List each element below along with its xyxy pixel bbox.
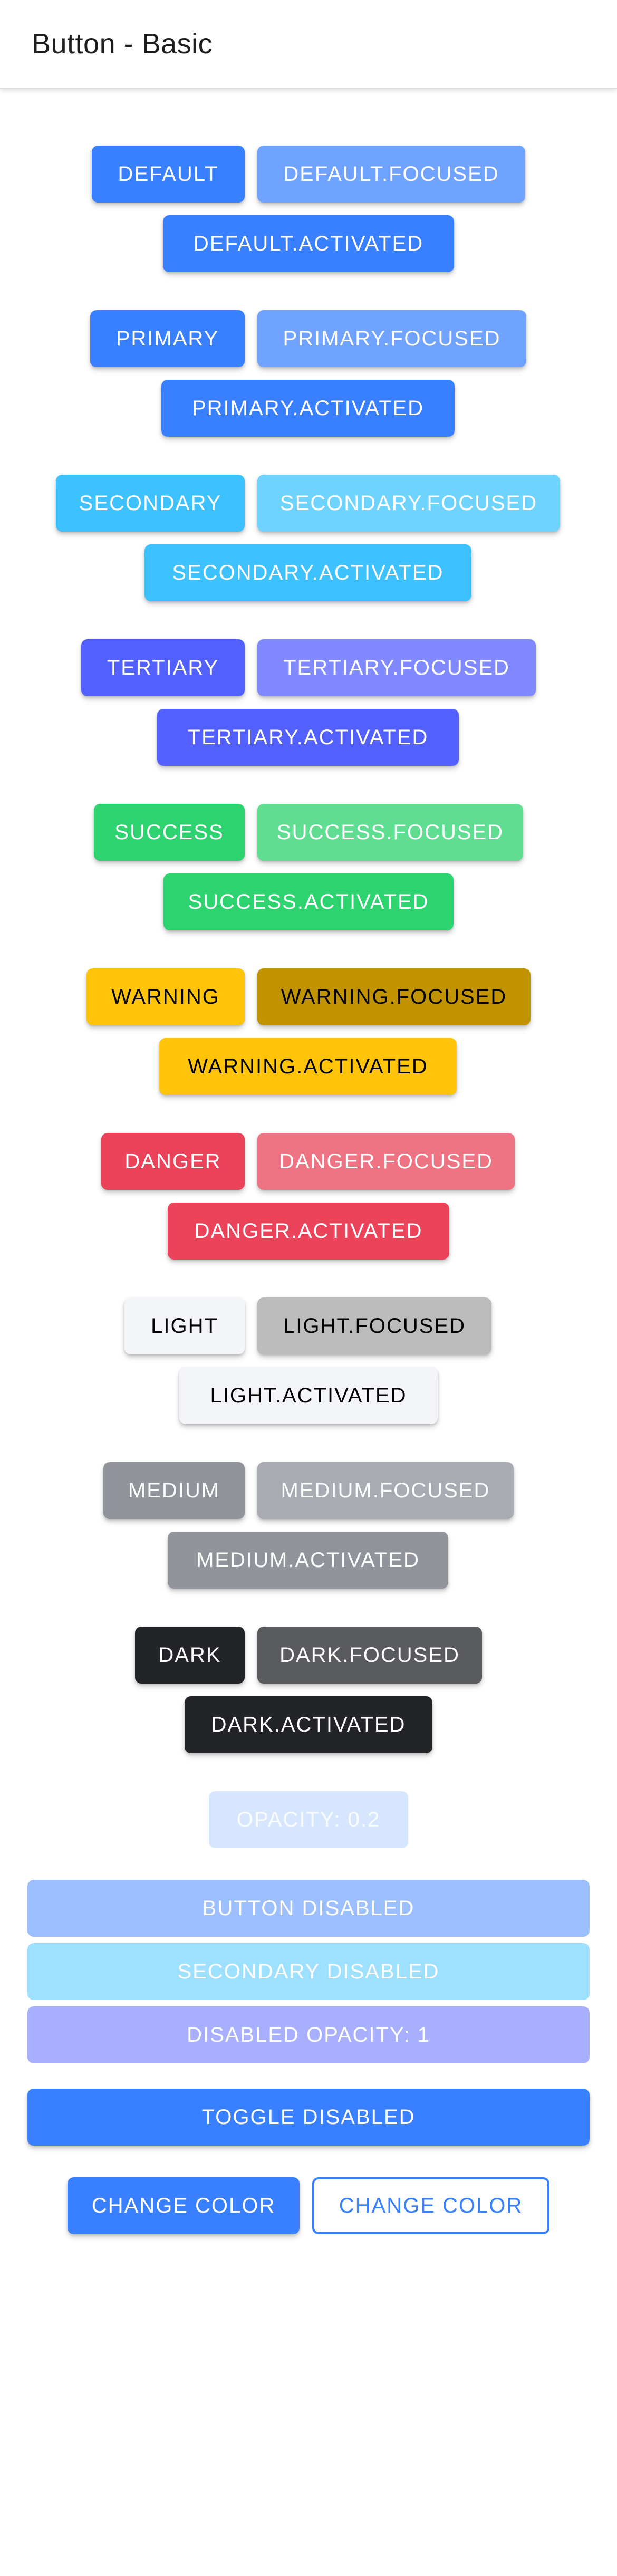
secondary-button[interactable]: SECONDARY: [56, 475, 245, 532]
disabled-opacity-button: DISABLED OPACITY: 1: [27, 2006, 590, 2063]
success-focused-button[interactable]: SUCCESS.FOCUSED: [257, 804, 523, 861]
default-focused-button[interactable]: DEFAULT.FOCUSED: [257, 146, 525, 203]
success-activated-button[interactable]: SUCCESS.ACTIVATED: [163, 873, 454, 930]
primary-button[interactable]: PRIMARY: [90, 310, 245, 367]
primary-focused-button[interactable]: PRIMARY.FOCUSED: [257, 310, 526, 367]
tertiary-button[interactable]: TERTIARY: [81, 639, 245, 696]
success-button[interactable]: SUCCESS: [94, 804, 245, 861]
change-color-outline-button[interactable]: CHANGE COLOR: [312, 2177, 549, 2234]
light-button[interactable]: LIGHT: [124, 1297, 245, 1354]
secondary-focused-button[interactable]: SECONDARY.FOCUSED: [257, 475, 560, 532]
default-button[interactable]: DEFAULT: [92, 146, 245, 203]
danger-activated-button[interactable]: DANGER.ACTIVATED: [168, 1203, 449, 1260]
opacity-button[interactable]: OPACITY: 0.2: [209, 1791, 408, 1848]
button-disabled: BUTTON DISABLED: [27, 1880, 590, 1937]
toggle-disabled-button[interactable]: TOGGLE DISABLED: [27, 2089, 590, 2146]
warning-activated-button[interactable]: WARNING.ACTIVATED: [159, 1038, 457, 1095]
dark-button[interactable]: DARK: [135, 1627, 245, 1684]
change-color-solid-button[interactable]: CHANGE COLOR: [68, 2177, 300, 2234]
light-activated-button[interactable]: LIGHT.ACTIVATED: [179, 1367, 438, 1424]
secondary-activated-button[interactable]: SECONDARY.ACTIVATED: [144, 544, 471, 601]
medium-focused-button[interactable]: MEDIUM.FOCUSED: [257, 1462, 514, 1519]
medium-activated-button[interactable]: MEDIUM.ACTIVATED: [168, 1532, 448, 1589]
dark-activated-button[interactable]: DARK.ACTIVATED: [185, 1696, 432, 1753]
header-toolbar: Button - Basic: [0, 0, 617, 89]
tertiary-activated-button[interactable]: TERTIARY.ACTIVATED: [157, 709, 459, 766]
danger-button[interactable]: DANGER: [101, 1133, 245, 1190]
warning-button[interactable]: WARNING: [86, 968, 245, 1025]
light-focused-button[interactable]: LIGHT.FOCUSED: [257, 1297, 491, 1354]
primary-activated-button[interactable]: PRIMARY.ACTIVATED: [161, 380, 455, 437]
warning-focused-button[interactable]: WARNING.FOCUSED: [257, 968, 531, 1025]
dark-focused-button[interactable]: DARK.FOCUSED: [257, 1627, 482, 1684]
danger-focused-button[interactable]: DANGER.FOCUSED: [257, 1133, 515, 1190]
default-activated-button[interactable]: DEFAULT.ACTIVATED: [163, 215, 454, 272]
medium-button[interactable]: MEDIUM: [103, 1462, 245, 1519]
tertiary-focused-button[interactable]: TERTIARY.FOCUSED: [257, 639, 536, 696]
page-title: Button - Basic: [32, 28, 213, 60]
secondary-disabled-button: SECONDARY DISABLED: [27, 1943, 590, 2000]
